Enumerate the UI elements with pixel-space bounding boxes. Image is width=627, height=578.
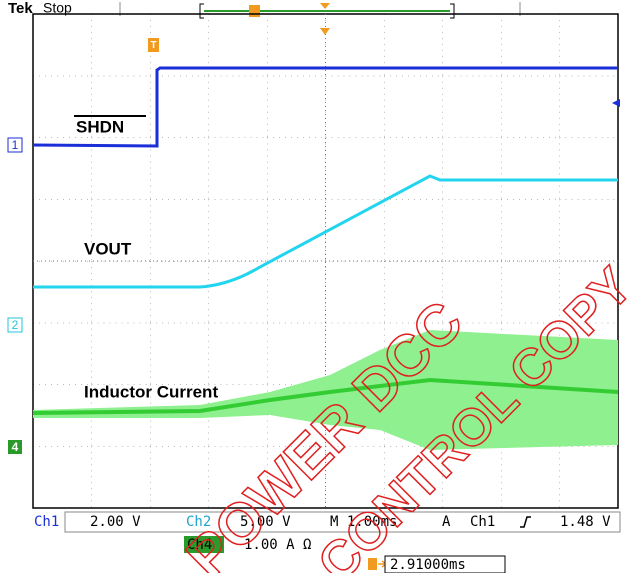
ch1-scale: 2.00 V — [90, 514, 141, 530]
ch4-label: Ch4 — [187, 537, 212, 553]
inductor-label: Inductor Current — [84, 382, 218, 401]
ch2-marker-label: 2 — [12, 318, 19, 332]
brand: Tek — [8, 0, 33, 17]
timebase: M 1.00ms — [330, 514, 397, 530]
ch4-scale: 1.00 A Ω — [244, 537, 311, 553]
inductor-trace-core — [32, 377, 619, 415]
trigger-label: T — [150, 40, 156, 51]
trigger-pos — [320, 3, 330, 9]
status-frame — [64, 511, 621, 533]
ch2-marker — [7, 317, 23, 333]
shdn-label: SHDN — [76, 117, 124, 136]
ch1-marker-label: 1 — [12, 138, 19, 152]
shdn-trace — [32, 66, 618, 148]
trigger-source: Ch1 — [470, 514, 495, 530]
record-trigger — [249, 5, 260, 17]
ch4-marker-label: 4 — [12, 440, 19, 454]
pos-trigger — [368, 558, 377, 570]
trigger-badge — [148, 38, 159, 52]
trigger-pos — [320, 28, 330, 35]
vout-trace — [33, 174, 618, 289]
ch2-scale: 5.00 V — [240, 514, 291, 530]
ch1-label: Ch1 — [34, 514, 59, 530]
ref-arrow — [612, 99, 620, 107]
ch1-marker — [7, 137, 23, 153]
ch4-badge — [184, 536, 224, 553]
slope-icon — [520, 516, 531, 528]
vout-label: VOUT — [84, 239, 132, 258]
position: 2.91000ms — [390, 557, 466, 573]
inductor-trace — [33, 330, 618, 450]
trigger-mode: A — [442, 514, 451, 530]
status: Stop — [43, 0, 72, 16]
ch4-marker — [8, 440, 22, 454]
trigger-level: 1.48 V — [560, 514, 611, 530]
ch2-label: Ch2 — [186, 514, 211, 530]
